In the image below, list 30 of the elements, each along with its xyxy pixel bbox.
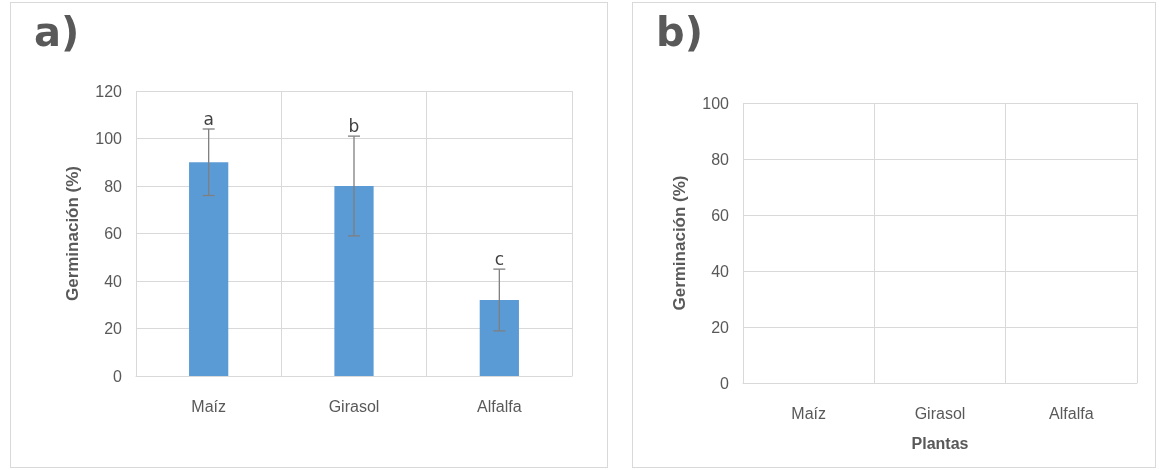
annotation: c <box>494 248 505 269</box>
bar <box>189 162 229 376</box>
annotation: a <box>203 108 214 129</box>
x-tick-label: Maíz <box>791 404 826 422</box>
y-tick-label: 40 <box>711 262 730 280</box>
y-tick-label: 100 <box>702 94 730 112</box>
y-tick-label: 80 <box>711 150 730 168</box>
y-tick-label: 20 <box>104 320 123 337</box>
y-tick-label: 60 <box>104 225 123 242</box>
y-tick-label: 20 <box>711 318 730 336</box>
x-tick-label: Alfalfa <box>477 397 522 415</box>
y-tick-label: 40 <box>104 272 123 290</box>
y-axis-title: Germinación (%) <box>670 175 689 311</box>
x-tick-label: Maíz <box>191 397 226 415</box>
x-axis-title: Plantas <box>911 434 969 452</box>
y-tick-label: 80 <box>104 177 123 195</box>
y-tick-label: 60 <box>711 206 730 224</box>
y-tick-label: 100 <box>95 130 123 147</box>
bar <box>334 186 374 376</box>
x-tick-label: Girasol <box>914 404 966 422</box>
bar <box>479 300 519 376</box>
chart-title: a) <box>34 9 80 55</box>
y-tick-label: 0 <box>720 374 730 392</box>
x-tick-label: Alfalfa <box>1049 404 1094 422</box>
y-axis-title: Germinación (%) <box>63 165 82 302</box>
y-tick-label: 0 <box>113 367 123 385</box>
chart-title: b) <box>656 9 703 55</box>
x-tick-label: Girasol <box>328 397 380 415</box>
annotation: b <box>348 115 360 136</box>
y-tick-label: 120 <box>95 82 123 100</box>
